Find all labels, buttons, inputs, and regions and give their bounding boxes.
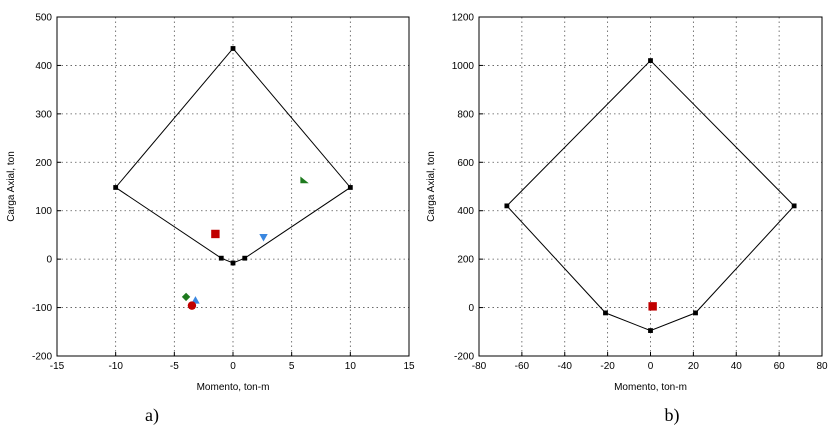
envelope-vertex [603,310,608,316]
x-tick-label: -60 [515,361,530,372]
x-tick-label: -20 [600,361,615,372]
x-axis-label: Momento, ton-m [197,382,270,393]
panel-label: b) [665,405,680,426]
y-tick-label: 200 [35,158,52,169]
y-tick-label: 100 [35,206,52,217]
envelope-vertex [648,328,653,333]
chart-panel-1: -15 -10 -5 0 5 10 15 -200 -100 0 100 200 300 400 500 Mo… [6,13,415,427]
chart-panel-2: -80 -60 -40 -20 0 20 40 60 80-200020040060080010… [426,13,828,427]
y-tick-label: 1200 [452,13,475,24]
envelope-vertex [230,260,236,266]
x-tick-label: 40 [731,361,743,372]
x-tick-label: 0 [648,361,654,372]
envelope-vertex [242,255,248,261]
y-tick-label: 500 [35,13,52,24]
y-axis-label: Carga Axial, ton [6,151,17,222]
x-tick-label: 10 [345,361,357,372]
y-axis-label: Carga Axial, ton [426,151,437,222]
data-point-triangle-right [300,176,309,184]
envelope-vertex [113,185,119,190]
y-tick-label: 1000 [452,61,475,72]
interaction-envelope-line [506,60,795,332]
envelope-vertex [693,310,698,316]
x-tick-label: -10 [108,361,123,372]
x-tick-label: -5 [170,361,179,372]
data-point-diamond [181,292,191,302]
x-tick-label: 80 [816,361,828,372]
y-tick-label: 300 [35,109,52,120]
y-tick-label: -200 [32,352,52,363]
x-tick-label: 20 [688,361,700,372]
x-tick-label: 5 [289,361,295,372]
x-tick-label: 60 [774,361,786,372]
envelope-vertex [347,185,353,190]
data-point-square [211,229,220,239]
x-tick-label: 15 [403,361,415,372]
x-tick-label: -15 [50,361,65,372]
y-tick-label: 600 [457,158,474,169]
envelope-vertex [504,203,510,209]
y-tick-label: 800 [457,109,474,120]
data-point-square [648,302,657,311]
y-tick-label: 0 [468,303,474,314]
x-tick-label: -80 [472,361,487,372]
y-tick-label: -200 [454,352,474,363]
x-tick-label: -40 [558,361,573,372]
y-tick-label: 0 [46,255,52,266]
y-tick-label: 400 [35,61,52,72]
envelope-vertex [218,255,224,261]
envelope-vertex [230,46,236,51]
y-tick-label: 200 [457,255,474,266]
x-axis-label: Momento, ton-m [614,382,687,393]
data-point-triangle-down [259,233,268,242]
y-tick-label: -100 [32,303,52,314]
panel-label: a) [145,405,159,426]
envelope-vertex [791,203,797,209]
y-tick-label: 400 [457,206,474,217]
data-point-circle [187,301,197,310]
x-tick-label: 0 [230,361,236,372]
envelope-vertex [648,58,653,63]
